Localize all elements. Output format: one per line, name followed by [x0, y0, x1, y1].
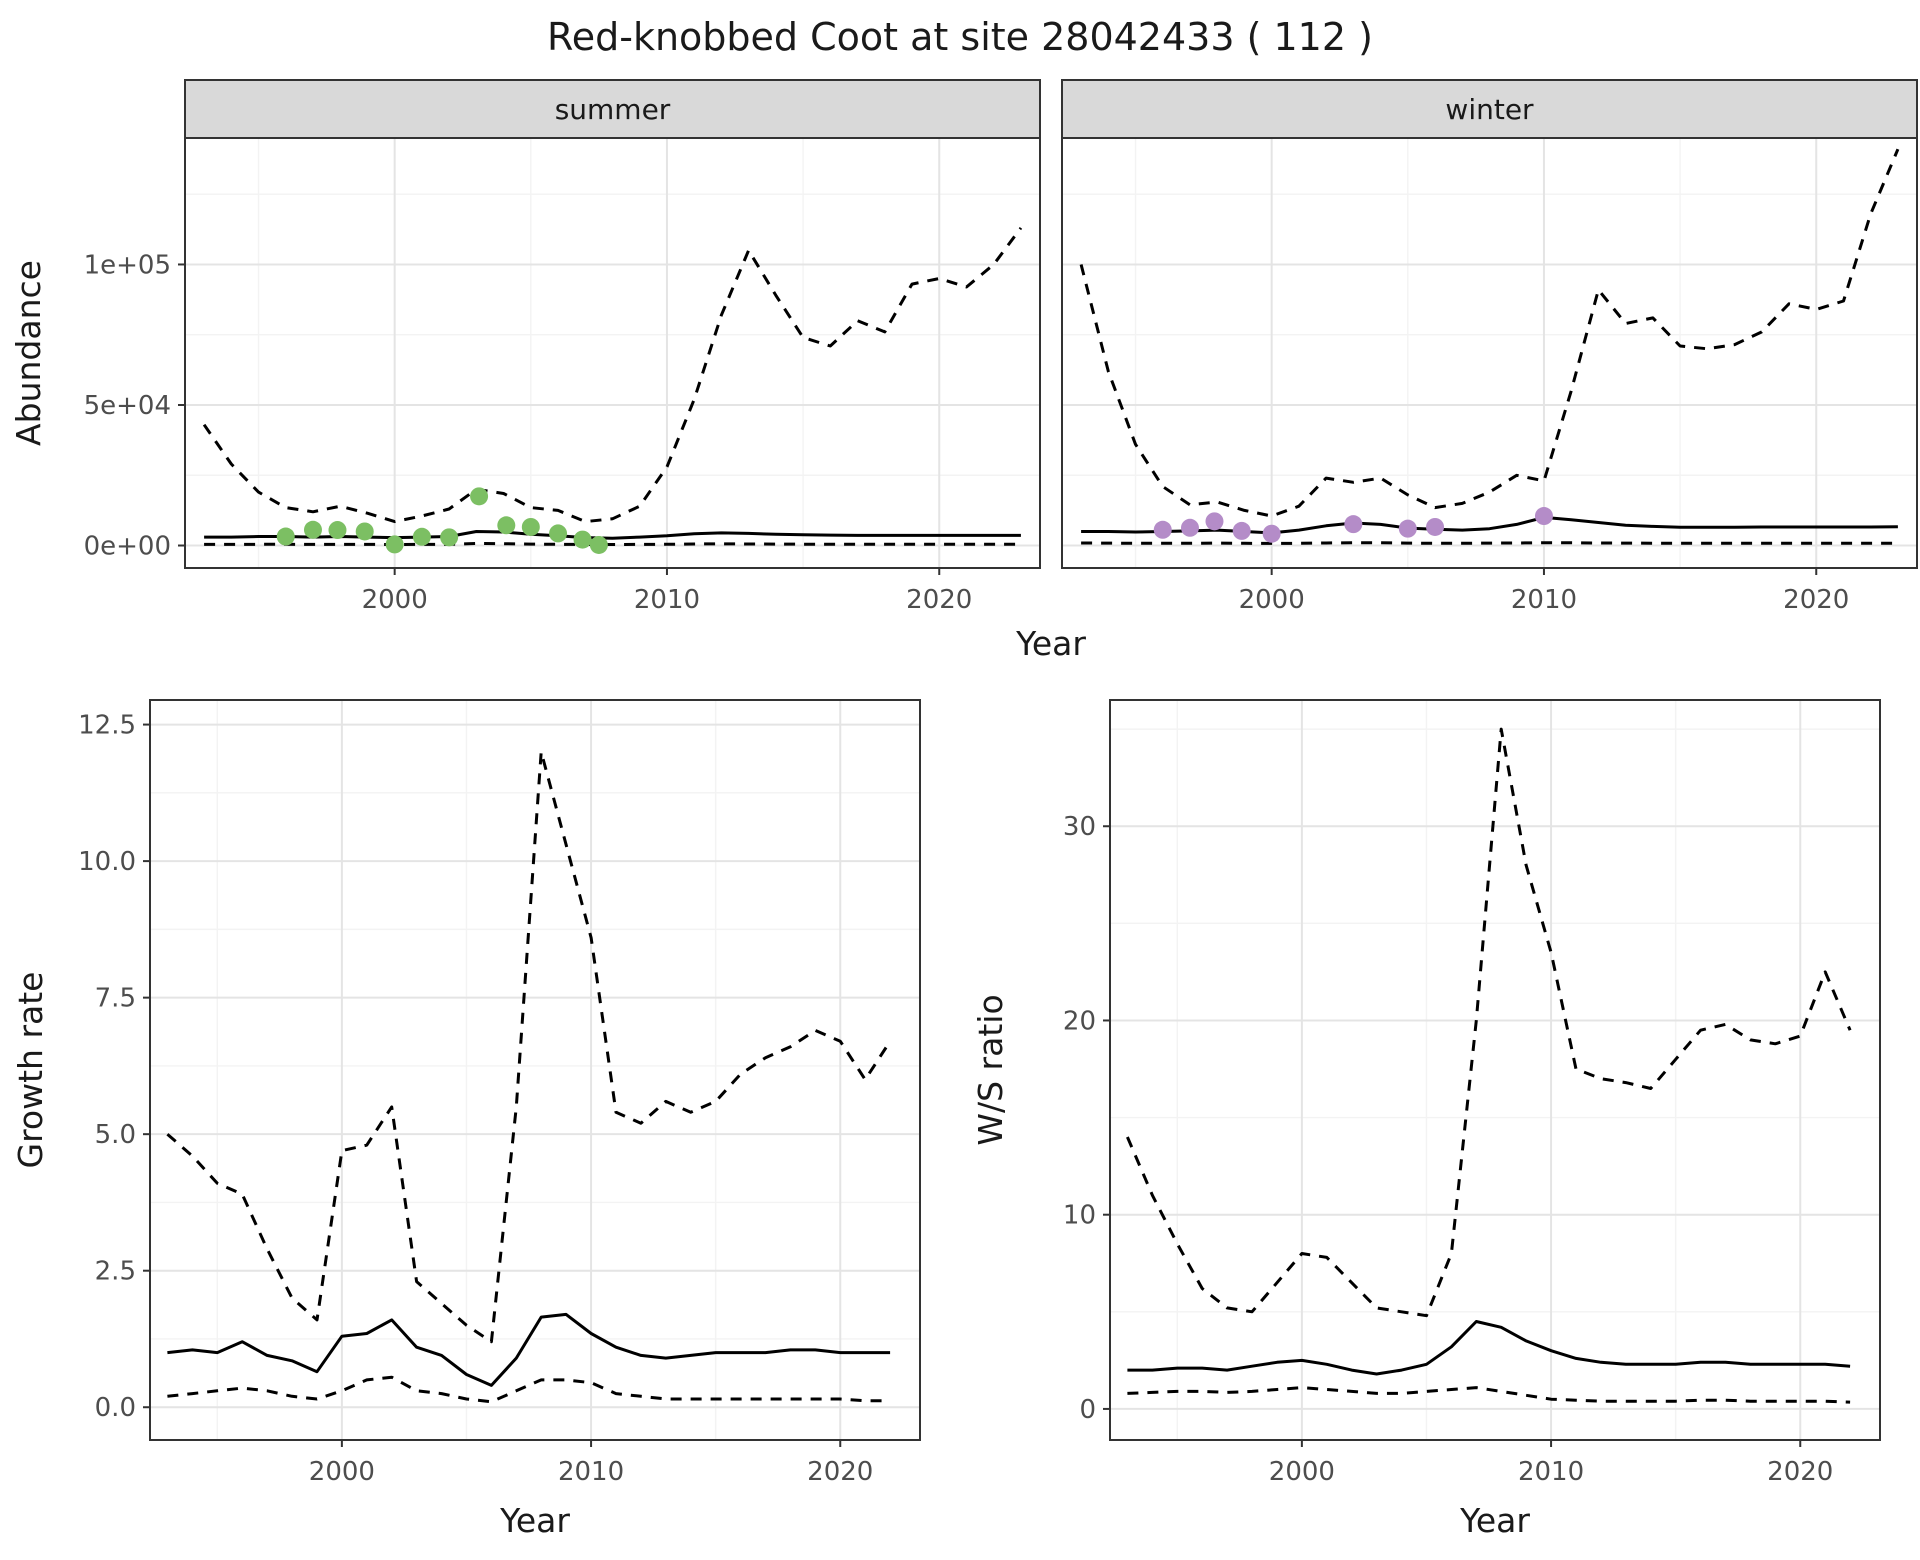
- abundance-summer-x-tick-label: 2010: [634, 585, 700, 615]
- growth-rate-y-tick-label: 2.5: [95, 1257, 136, 1287]
- growth-rate-lower-ci-line: [167, 1375, 891, 1404]
- abundance-summer-facet-strip-label: summer: [555, 93, 671, 126]
- ws-ratio-x-tick-label: 2000: [1269, 1457, 1335, 1487]
- abundance-winter-lower-ci-line: [1081, 541, 1898, 545]
- abundance-summer-x-tick-label: 2000: [362, 585, 428, 615]
- abundance-summer-y-tick-label: 5e+04: [84, 391, 171, 421]
- abundance-winter-upper-ci-line: [1079, 148, 1900, 518]
- ws-ratio-panel-background: [1110, 700, 1880, 1440]
- abundance-winter-data-point: [1534, 507, 1553, 526]
- ws-ratio-panel-border: [1109, 699, 1881, 1441]
- growth-rate-x-axis-title: Year: [499, 1501, 570, 1540]
- abundance-summer-data-point: [549, 524, 568, 543]
- abundance-summer-gridlines: [185, 138, 1040, 568]
- ws-ratio-y-tick-label: 10: [1063, 1201, 1096, 1231]
- abundance-summer-data-point: [521, 517, 540, 536]
- abundance-summer-data-point: [470, 487, 489, 506]
- abundance-summer-data-point: [276, 527, 295, 546]
- ws-ratio-y-tick-label: 20: [1063, 1006, 1096, 1036]
- observed-counts-summer: [276, 487, 608, 554]
- abundance-winter-facet-strip-label: winter: [1445, 93, 1534, 126]
- abundance-winter-data-point: [1426, 517, 1445, 536]
- abundance-summer-x-tick-label: 2020: [906, 585, 972, 615]
- growth-rate-upper-ci-line: [166, 750, 892, 1344]
- growth-rate-y-tick-label: 7.5: [95, 984, 136, 1014]
- growth-rate-x-tick-label: 2000: [309, 1457, 375, 1487]
- abundance-winter-facet-strip: [1061, 79, 1918, 139]
- growth-rate-chart: 2000 2010 2020 0.0 2.5 5.0 7.5 10.0 12.5 Growth r…: [11, 699, 921, 1540]
- growth-rate-x-tick-label: 2020: [807, 1457, 873, 1487]
- growth-rate-y-tick-label: 12.5: [78, 711, 136, 741]
- ws-ratio-y-axis-title: W/S ratio: [971, 994, 1010, 1145]
- abundance-winter-data-point: [1398, 519, 1417, 538]
- abundance-summer-data-point: [573, 530, 592, 549]
- ws-ratio-y-tick-label: 0: [1079, 1395, 1096, 1425]
- abundance-summer-lower-ci-line: [204, 542, 1021, 546]
- abundance-winter-data-point: [1180, 518, 1199, 537]
- abundance-winter-data-point: [1262, 524, 1281, 543]
- growth-rate-x-tick-label: 2010: [558, 1457, 624, 1487]
- abundance-facet-chart-container: 2000 2010 2020 0e+00 5e+04 1e+05 summer 2000 201…: [0, 70, 1920, 670]
- ws-ratio-x-tick-label: 2010: [1518, 1457, 1584, 1487]
- abundance-winter-data-point: [1344, 515, 1363, 534]
- abundance-winter-x-tick-label: 2000: [1239, 585, 1305, 615]
- growth-rate-y-tick-label: 5.0: [95, 1120, 136, 1150]
- abundance-summer-data-point: [328, 521, 347, 540]
- ws-ratio-gridlines: [1110, 700, 1880, 1440]
- abundance-winter-gridlines: [1062, 138, 1917, 568]
- abundance-summer-data-point: [355, 522, 374, 541]
- ws-ratio-x-axis-title: Year: [1459, 1501, 1530, 1540]
- abundance-winter-panel: 2000 2010 2020 winter: [1061, 79, 1918, 615]
- ws-ratio-lower-ci-line: [1127, 1386, 1851, 1404]
- ws-ratio-median-line: [1127, 1320, 1851, 1376]
- abundance-summer-data-point: [497, 516, 516, 535]
- abundance-summer-data-point: [385, 535, 404, 554]
- abundance-summer-data-point: [440, 528, 459, 547]
- growth-rate-y-tick-label: 0.0: [95, 1393, 136, 1423]
- abundance-winter-x-tick-label: 2020: [1783, 585, 1849, 615]
- abundance-facet-chart: 2000 2010 2020 0e+00 5e+04 1e+05 summer 2000 201…: [9, 79, 1918, 663]
- growth-rate-gridlines: [150, 700, 920, 1440]
- abundance-summer-panel: 2000 2010 2020 0e+00 5e+04 1e+05 summer: [84, 79, 1041, 615]
- growth-rate-y-tick-label: 10.0: [78, 847, 136, 877]
- observed-counts-winter: [1153, 507, 1553, 543]
- bottom-charts-row: 2000 2010 2020 0.0 2.5 5.0 7.5 10.0 12.5 Growth r…: [0, 670, 1920, 1560]
- abundance-summer-data-point: [303, 520, 322, 539]
- abundance-winter-data-point: [1205, 512, 1224, 531]
- abundance-summer-y-tick-label: 0e+00: [84, 532, 171, 562]
- ws-ratio-chart: 2000 2010 2020 0 10 20 30 W/S ratio Year: [971, 699, 1881, 1540]
- abundance-winter-data-point: [1153, 520, 1172, 539]
- abundance-summer-panel-background: [185, 138, 1040, 568]
- abundance-summer-data-point: [412, 527, 431, 546]
- abundance-winter-data-point: [1232, 521, 1251, 540]
- abundance-x-axis-title: Year: [1015, 624, 1086, 663]
- growth-rate-y-axis-title: Growth rate: [11, 972, 50, 1169]
- abundance-winter-x-tick-label: 2010: [1511, 585, 1577, 615]
- abundance-winter-panel-background: [1062, 138, 1917, 568]
- figure-title: Red-knobbed Coot at site 28042433 ( 112 …: [547, 15, 1373, 59]
- ws-ratio-panel: 2000 2010 2020 0 10 20 30: [1063, 699, 1881, 1487]
- abundance-summer-y-tick-label: 1e+05: [84, 250, 171, 280]
- ws-ratio-x-tick-label: 2020: [1767, 1457, 1833, 1487]
- growth-rate-median-line: [167, 1312, 891, 1387]
- abundance-y-axis-title: Abundance: [9, 260, 48, 446]
- abundance-winter-median-line: [1081, 515, 1898, 535]
- ws-ratio-upper-ci-line: [1126, 727, 1852, 1318]
- abundance-summer-upper-ci-line: [202, 227, 1023, 524]
- ws-ratio-y-tick-label: 30: [1063, 812, 1096, 842]
- growth-rate-panel: 2000 2010 2020 0.0 2.5 5.0 7.5 10.0 12.5: [78, 699, 921, 1487]
- growth-rate-panel-border: [149, 699, 921, 1441]
- abundance-summer-facet-strip: [184, 79, 1041, 139]
- abundance-summer-data-point: [589, 535, 608, 554]
